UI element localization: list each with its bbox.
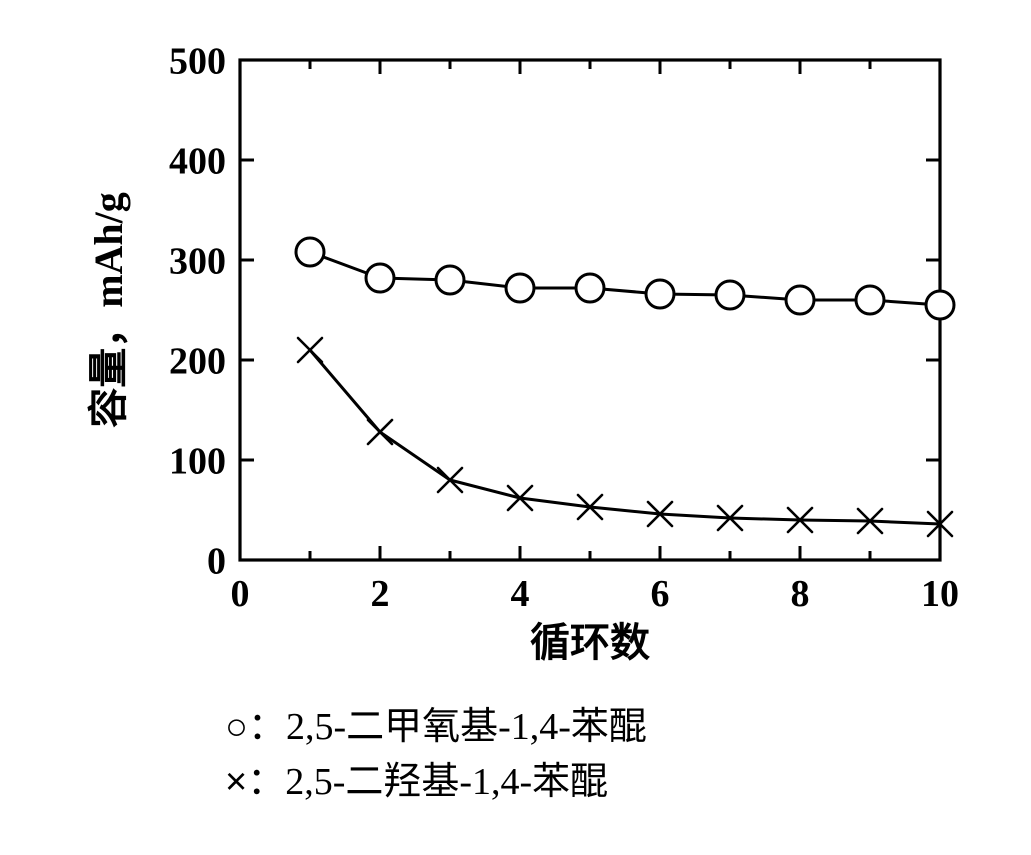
series-line-1 — [310, 350, 940, 524]
marker-circle — [296, 238, 324, 266]
x-tick-label: 2 — [371, 573, 390, 615]
plot-frame — [240, 60, 940, 560]
x-axis-label: 循环数 — [530, 620, 650, 665]
y-axis-label: 容量，mAh/g — [86, 192, 131, 428]
marker-circle — [646, 280, 674, 308]
x-tick-label: 10 — [921, 573, 959, 615]
x-tick-label: 6 — [651, 573, 670, 615]
capacity-vs-cycle-chart: 02468100100200300400500循环数容量，mAh/g — [60, 30, 970, 670]
legend-entry-0: ○：2,5-二甲氧基-1,4-苯醌 — [225, 700, 647, 755]
marker-circle — [716, 281, 744, 309]
y-tick-label: 0 — [207, 540, 226, 582]
marker-circle — [926, 291, 954, 319]
figure-root: 02468100100200300400500循环数容量，mAh/g ○：2,5… — [0, 0, 1031, 855]
x-tick-label: 8 — [791, 573, 810, 615]
x-icon: × — [225, 755, 247, 810]
y-tick-label: 200 — [169, 340, 226, 382]
circle-icon: ○ — [225, 700, 248, 755]
legend: ○：2,5-二甲氧基-1,4-苯醌×：2,5-二羟基-1,4-苯醌 — [225, 700, 647, 810]
marker-circle — [436, 266, 464, 294]
legend-text: ：2,5-二甲氧基-1,4-苯醌 — [248, 706, 647, 748]
marker-circle — [786, 286, 814, 314]
marker-circle — [576, 274, 604, 302]
marker-circle — [506, 274, 534, 302]
x-tick-label: 4 — [511, 573, 530, 615]
y-tick-label: 400 — [169, 140, 226, 182]
marker-circle — [366, 264, 394, 292]
series-line-0 — [310, 252, 940, 305]
y-tick-label: 100 — [169, 440, 226, 482]
y-tick-label: 300 — [169, 240, 226, 282]
x-tick-label: 0 — [231, 573, 250, 615]
y-tick-label: 500 — [169, 40, 226, 82]
legend-text: ：2,5-二羟基-1,4-苯醌 — [247, 761, 608, 803]
marker-circle — [856, 286, 884, 314]
legend-entry-1: ×：2,5-二羟基-1,4-苯醌 — [225, 755, 647, 810]
